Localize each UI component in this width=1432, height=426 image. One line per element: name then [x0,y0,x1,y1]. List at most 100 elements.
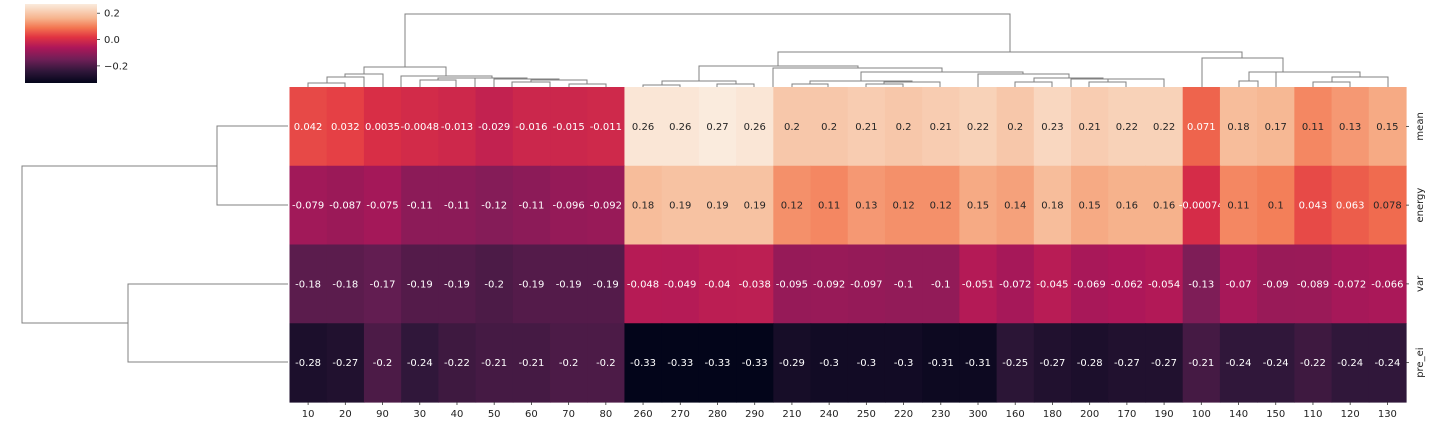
cell-label: 0.11 [1302,122,1324,133]
colorbar-gradient [25,4,97,83]
cell-label: 0.26 [632,122,654,133]
heatmap-cell [1368,244,1407,324]
heatmap-cell [1182,87,1221,167]
cell-label: -0.2 [373,358,393,369]
heatmap-cell [363,244,402,324]
heatmap-cell [810,323,849,403]
x-tick-label: 90 [376,409,389,420]
heatmap-cell [1182,165,1221,246]
cell-label: 0.0035 [365,122,400,133]
heatmap-cell [996,87,1035,167]
heatmap-cell [1257,323,1295,403]
x-tick-label: 290 [745,409,764,420]
heatmap-cell [884,244,923,324]
heatmap-cell [1219,87,1258,167]
heatmap-cells: 0.042 0.032 0.0035 -0.0048 -0.013 -0.029 -0.01… [289,87,1407,403]
heatmap-cell [810,165,849,246]
heatmap-cell [1368,87,1407,167]
cell-label: -0.21 [518,358,544,369]
cell-label: 0.2 [1007,122,1023,133]
cell-label: -0.092 [813,279,845,290]
cell-label: -0.24 [1226,358,1252,369]
heatmap-cell [1145,244,1184,324]
cell-label: 0.063 [1336,201,1365,212]
cell-label: 0.12 [930,201,952,212]
y-tick-label: mean [1415,112,1426,140]
heatmap-cell [1331,244,1370,324]
cell-label: -0.089 [1297,279,1329,290]
cell-label: 0.22 [1116,122,1138,133]
heatmap-cell [326,165,365,246]
heatmap-cell [1033,87,1072,167]
heatmap-cell [996,323,1035,403]
heatmap-cell [587,244,626,324]
heatmap-cell [1257,87,1295,167]
x-tick-label: 50 [488,409,501,420]
heatmap-cell [1071,244,1109,324]
cell-label: -0.19 [444,279,470,290]
x-tick-label: 160 [1006,409,1025,420]
heatmap-cell [438,165,477,246]
cell-label: -0.016 [515,122,547,133]
x-tick-label: 70 [562,409,575,420]
heatmap-cell [1219,323,1258,403]
x-tick-label: 220 [894,409,913,420]
x-tick-label: 180 [1043,409,1062,420]
heatmap-cell [1182,244,1221,324]
heatmap-cell [1294,244,1333,324]
heatmap-cell [773,323,812,403]
heatmap-cell [1257,165,1295,246]
cell-label: -0.1 [931,279,951,290]
heatmap-cell [363,87,402,167]
heatmap-cell [438,244,477,324]
heatmap-cell [587,323,626,403]
cell-label: -0.27 [332,358,358,369]
x-tick-label: 80 [599,409,612,420]
cell-label: -0.21 [481,358,507,369]
cell-label: 0.042 [294,122,323,133]
heatmap-cell [959,165,998,246]
heatmap-cell [698,87,737,167]
cell-label: -0.092 [590,201,622,212]
heatmap-cell [661,165,700,246]
colorbar-tick-label: 0.2 [104,9,120,20]
cell-label: 0.078 [1373,201,1402,212]
heatmap-cell [847,165,886,246]
cell-label: 0.16 [1153,201,1175,212]
cell-label: 0.21 [1079,122,1101,133]
cell-label: 0.26 [744,122,766,133]
heatmap-cell [289,87,328,167]
cell-label: -0.18 [332,279,358,290]
heatmap-cell [512,87,551,167]
heatmap-cell [922,244,960,324]
heatmap-cell [438,323,477,403]
cell-label: -0.13 [1188,279,1214,290]
heatmap-cell [847,323,886,403]
cell-label: -0.096 [553,201,585,212]
cell-label: 0.21 [930,122,952,133]
row-dendrogram [21,125,288,363]
heatmap-cell [1108,165,1147,246]
cell-label: -0.11 [518,201,544,212]
heatmap-cell [1219,165,1258,246]
cell-label: 0.13 [855,201,877,212]
cell-label: -0.22 [444,358,470,369]
heatmap-cell [587,87,626,167]
cell-label: 0.1 [1268,201,1284,212]
x-tick-label: 270 [671,409,690,420]
cell-label: 0.15 [967,201,989,212]
cell-label: -0.33 [742,358,768,369]
heatmap-cell [1294,323,1333,403]
heatmap-cell [1071,323,1109,403]
heatmap-cell [363,323,402,403]
x-tick-label: 60 [525,409,538,420]
heatmap-cell [475,165,514,246]
heatmap-cell [773,165,812,246]
x-tick-label: 280 [708,409,727,420]
cell-label: -0.12 [481,201,507,212]
cell-label: 0.12 [892,201,914,212]
heatmap-cell [624,323,663,403]
x-tick-label: 210 [782,409,801,420]
cell-label: -0.19 [593,279,619,290]
